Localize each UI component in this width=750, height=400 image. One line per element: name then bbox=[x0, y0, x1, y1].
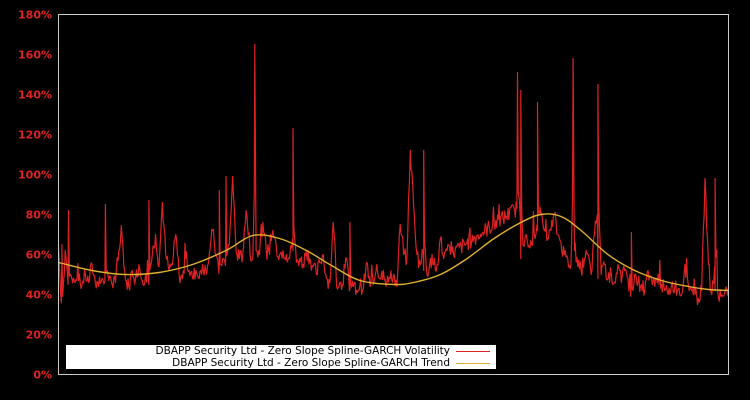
legend-swatch-volatility bbox=[456, 351, 490, 352]
legend-item-volatility-label: DBAPP Security Ltd - Zero Slope Spline-G… bbox=[155, 345, 450, 357]
y-tick-label: 60% bbox=[26, 249, 52, 262]
y-axis-ticks: 0% 20% 40% 60% 80% 100% 120% 140% 160% 180% bbox=[18, 9, 52, 382]
y-tick-label: 40% bbox=[26, 289, 52, 302]
plot-frame bbox=[58, 14, 729, 375]
legend-item-trend-label: DBAPP Security Ltd - Zero Slope Spline-G… bbox=[172, 357, 450, 369]
plot-area bbox=[57, 43, 730, 306]
legend: DBAPP Security Ltd - Zero Slope Spline-G… bbox=[66, 345, 496, 369]
volatility-line bbox=[57, 43, 730, 306]
legend-swatch-trend bbox=[456, 363, 490, 364]
y-tick-label: 120% bbox=[18, 129, 52, 142]
y-tick-label: 100% bbox=[18, 169, 52, 182]
y-tick-label: 180% bbox=[18, 9, 52, 22]
y-tick-label: 20% bbox=[26, 329, 52, 342]
y-tick-label: 80% bbox=[26, 209, 52, 222]
trend-line bbox=[58, 213, 729, 292]
y-tick-label: 0% bbox=[33, 369, 52, 382]
y-tick-label: 140% bbox=[18, 89, 52, 102]
y-tick-label: 160% bbox=[18, 49, 52, 62]
